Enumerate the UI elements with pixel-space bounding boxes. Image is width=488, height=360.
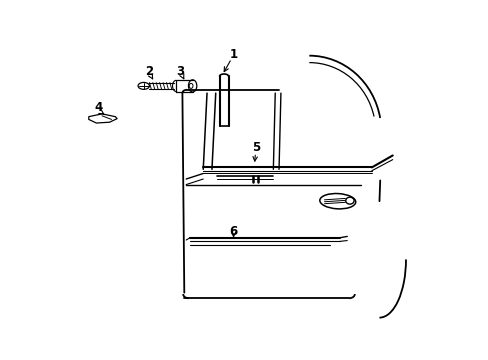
Text: 2: 2 — [145, 65, 153, 78]
Text: 6: 6 — [229, 225, 237, 238]
Text: 4: 4 — [95, 101, 103, 114]
Text: 3: 3 — [176, 65, 184, 78]
Text: 5: 5 — [252, 141, 260, 154]
Text: 1: 1 — [229, 48, 237, 61]
